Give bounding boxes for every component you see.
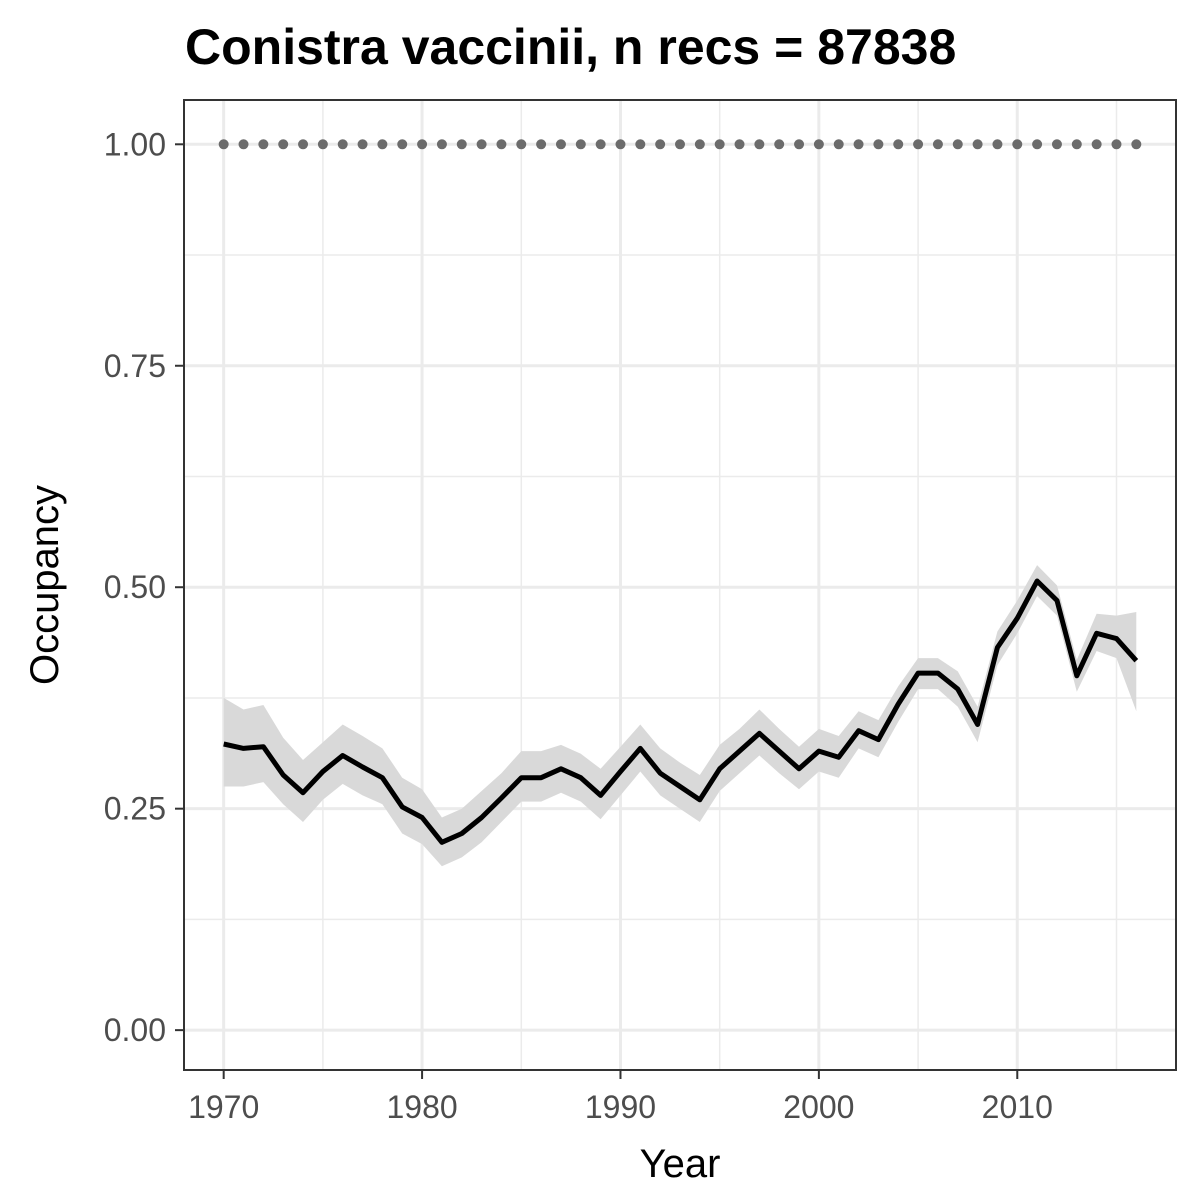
reference-point [813, 139, 824, 150]
occupancy-line-layer [223, 578, 1139, 845]
reference-point [357, 139, 368, 150]
reference-point [1111, 139, 1122, 150]
reference-point [1091, 139, 1102, 150]
reference-point [317, 139, 328, 150]
reference-point [794, 139, 805, 150]
x-axis-ticks: 1970 1980 1990 2000 2010 [188, 1070, 1053, 1125]
reference-point [615, 139, 626, 150]
reference-point [555, 139, 566, 150]
reference-point [853, 139, 864, 150]
x-tick-label: 1990 [585, 1089, 656, 1125]
reference-point [238, 139, 249, 150]
reference-point [218, 139, 229, 150]
reference-point [595, 139, 606, 150]
occupancy-line [223, 578, 1139, 845]
reference-point [754, 139, 765, 150]
reference-point [436, 139, 447, 150]
reference-point [992, 139, 1003, 150]
reference-point [833, 139, 844, 150]
reference-point [694, 139, 705, 150]
reference-point [635, 139, 646, 150]
occupancy-confidence-ribbon [223, 565, 1137, 867]
x-tick-label: 1980 [386, 1089, 457, 1125]
reference-point [496, 139, 507, 150]
reference-point [575, 139, 586, 150]
reference-point [536, 139, 547, 150]
reference-point [1131, 139, 1142, 150]
confidence-ribbon-layer [223, 565, 1137, 867]
reference-point [298, 139, 309, 150]
reference-point [1071, 139, 1082, 150]
x-tick-label: 2010 [982, 1089, 1053, 1125]
reference-point [278, 139, 289, 150]
reference-point [377, 139, 388, 150]
reference-point [675, 139, 685, 150]
reference-point [337, 139, 348, 150]
reference-point [397, 139, 408, 150]
y-tick-label: 0.75 [104, 348, 166, 384]
y-tick-label: 0.00 [104, 1012, 166, 1048]
y-axis-title: Occupancy [23, 485, 67, 685]
reference-point [655, 139, 666, 150]
reference-point [893, 139, 904, 150]
reference-point [714, 139, 725, 150]
y-tick-label: 1.00 [104, 126, 166, 162]
reference-point [476, 139, 487, 150]
reference-point [932, 139, 943, 150]
reference-point [456, 139, 467, 150]
x-tick-label: 1970 [188, 1089, 259, 1125]
reference-point [913, 139, 924, 150]
reference-point [952, 139, 963, 150]
reference-point [1012, 139, 1023, 150]
y-tick-label: 0.50 [104, 569, 166, 605]
x-tick-label: 2000 [783, 1089, 854, 1125]
reference-point [417, 139, 428, 150]
reference-point [1051, 139, 1062, 150]
plot-panel-border [183, 99, 1177, 1071]
reference-point [774, 139, 785, 150]
grid-minor [184, 100, 1176, 1070]
x-axis-title: Year [640, 1142, 721, 1186]
reference-point [972, 139, 983, 150]
y-axis-ticks: 0.00 0.25 0.50 0.75 1.00 [104, 126, 184, 1048]
reference-point [516, 139, 527, 150]
plot-panel [184, 100, 1176, 1070]
reference-point [1032, 139, 1043, 150]
chart-title: Conistra vaccinii, n recs = 87838 [185, 19, 956, 75]
reference-point [258, 139, 269, 150]
reference-point [734, 139, 745, 150]
y-tick-label: 0.25 [104, 791, 166, 827]
reference-point [873, 139, 884, 150]
reference-dots-layer [218, 139, 1142, 150]
